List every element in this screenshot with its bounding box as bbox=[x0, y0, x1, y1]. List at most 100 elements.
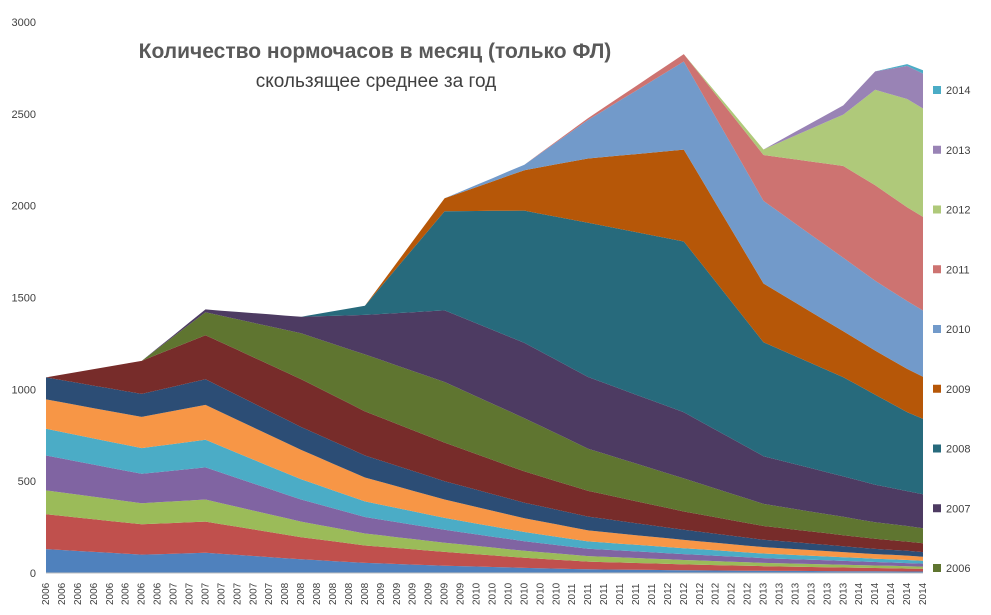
x-tick-label: 2009 bbox=[424, 582, 435, 605]
legend-swatch-2014 bbox=[933, 86, 941, 94]
x-tick-label: 2009 bbox=[440, 582, 451, 605]
area-series-2006h bbox=[46, 335, 923, 553]
x-tick-label: 2006 bbox=[153, 582, 164, 605]
x-tick-label: 2006 bbox=[121, 582, 132, 605]
x-tick-label: 2011 bbox=[583, 583, 594, 605]
y-tick-label: 2000 bbox=[12, 201, 36, 213]
area-series-2006d bbox=[46, 455, 923, 567]
legend-label-2011: 2011 bbox=[946, 264, 970, 276]
x-tick-label: 2013 bbox=[822, 582, 833, 605]
x-tick-label: 2013 bbox=[790, 582, 801, 605]
area-series-2006g bbox=[46, 377, 923, 557]
x-tick-label: 2010 bbox=[535, 582, 546, 605]
x-tick-label: 2012 bbox=[743, 582, 754, 605]
chart-subtitle: скользящее среднее за год bbox=[256, 71, 497, 92]
x-tick-label: 2011 bbox=[599, 583, 610, 605]
x-tick-label: 2012 bbox=[727, 582, 738, 605]
x-tick-label: 2007 bbox=[169, 582, 180, 605]
area-series-2006 bbox=[46, 312, 923, 544]
area-series-2006b bbox=[46, 514, 923, 572]
x-tick-label: 2006 bbox=[73, 582, 84, 605]
y-tick-label: 3000 bbox=[12, 17, 36, 29]
x-tick-label: 2013 bbox=[806, 582, 817, 605]
area-series-2006c bbox=[46, 490, 923, 569]
y-axis: 0 500 1000 1500 2000 2500 3000 bbox=[12, 17, 36, 580]
x-axis: 2006 2006 2006 2006 2006 2006 2006 2006 2007 2007… bbox=[41, 572, 929, 605]
x-tick-label: 2012 bbox=[663, 582, 674, 605]
legend: 2014 2013 2012 2011 2010 2009 2008 2007 2006 bbox=[933, 85, 970, 575]
x-tick-label: 2006 bbox=[89, 582, 100, 605]
x-tick-label: 2007 bbox=[232, 582, 243, 605]
legend-label-2009: 2009 bbox=[946, 384, 970, 396]
x-tick-label: 2014 bbox=[918, 582, 929, 605]
y-tick-label: 0 bbox=[30, 568, 36, 580]
x-tick-label: 2007 bbox=[185, 582, 196, 605]
x-tick-label: 2008 bbox=[312, 582, 323, 605]
area-series-2008 bbox=[46, 210, 923, 495]
x-tick-label: 2010 bbox=[551, 582, 562, 605]
x-tick-label: 2013 bbox=[759, 582, 770, 605]
legend-label-2012: 2012 bbox=[946, 205, 970, 217]
x-tick-label: 2012 bbox=[679, 582, 690, 605]
x-tick-label: 2014 bbox=[902, 582, 913, 605]
legend-swatch-2007 bbox=[933, 504, 941, 513]
legend-label-2006: 2006 bbox=[946, 563, 970, 575]
x-tick-label: 2008 bbox=[328, 582, 339, 605]
x-tick-label: 2009 bbox=[408, 582, 419, 605]
x-tick-label: 2012 bbox=[695, 582, 706, 605]
x-tick-label: 2008 bbox=[360, 582, 371, 605]
y-tick-label: 1500 bbox=[12, 293, 36, 305]
x-tick-label: 2010 bbox=[487, 582, 498, 605]
x-tick-label: 2007 bbox=[264, 582, 275, 605]
area-series-2006a bbox=[46, 549, 923, 573]
area-series-2007 bbox=[46, 309, 923, 529]
x-tick-label: 2006 bbox=[57, 582, 68, 605]
x-tick-label: 2009 bbox=[456, 582, 467, 605]
x-tick-label: 2007 bbox=[248, 582, 259, 605]
x-tick-label: 2010 bbox=[503, 582, 514, 605]
y-tick-label: 500 bbox=[18, 476, 36, 488]
x-tick-label: 2012 bbox=[711, 582, 722, 605]
x-tick-label: 2014 bbox=[886, 582, 897, 605]
x-tick-label: 2011 bbox=[615, 583, 626, 605]
x-tick-label: 2010 bbox=[472, 582, 483, 605]
y-tick-label: 2500 bbox=[12, 109, 36, 121]
x-tick-label: 2014 bbox=[854, 582, 865, 605]
x-tick-label: 2007 bbox=[200, 582, 211, 605]
x-tick-label: 2013 bbox=[838, 582, 849, 605]
x-tick-label: 2009 bbox=[376, 582, 387, 605]
area-series-2009 bbox=[46, 149, 923, 419]
x-tick-label: 2011 bbox=[567, 583, 578, 605]
legend-label-2014: 2014 bbox=[946, 85, 970, 97]
x-tick-label: 2013 bbox=[774, 582, 785, 605]
legend-label-2007: 2007 bbox=[946, 503, 970, 515]
legend-label-2008: 2008 bbox=[946, 444, 970, 456]
legend-swatch-2013 bbox=[933, 145, 941, 154]
legend-swatch-2011 bbox=[933, 265, 941, 274]
legend-swatch-2010 bbox=[933, 325, 941, 333]
area-layers bbox=[46, 54, 923, 573]
legend-swatch-2006 bbox=[933, 564, 941, 572]
area-series-2010 bbox=[46, 61, 923, 378]
area-series-2006f bbox=[46, 399, 923, 561]
x-tick-label: 2006 bbox=[137, 582, 148, 605]
chart-title: Количество нормочасов в месяц (только ФЛ… bbox=[139, 40, 612, 63]
x-tick-label: 2008 bbox=[280, 582, 291, 605]
x-tick-label: 2008 bbox=[296, 582, 307, 605]
legend-swatch-2008 bbox=[933, 444, 941, 453]
x-tick-label: 2010 bbox=[519, 582, 530, 605]
y-tick-label: 1000 bbox=[12, 384, 36, 396]
x-tick-label: 2008 bbox=[344, 582, 355, 605]
legend-swatch-2009 bbox=[933, 384, 941, 393]
legend-label-2010: 2010 bbox=[946, 324, 970, 336]
x-tick-label: 2006 bbox=[105, 582, 116, 605]
x-tick-label: 2006 bbox=[41, 582, 52, 605]
x-tick-label: 2009 bbox=[392, 582, 403, 605]
legend-swatch-2012 bbox=[933, 205, 941, 214]
legend-label-2013: 2013 bbox=[946, 145, 970, 157]
x-tick-label: 2014 bbox=[870, 582, 881, 605]
x-tick-label: 2011 bbox=[631, 583, 642, 605]
x-tick-label: 2011 bbox=[647, 583, 658, 605]
x-tick-label: 2007 bbox=[216, 582, 227, 605]
